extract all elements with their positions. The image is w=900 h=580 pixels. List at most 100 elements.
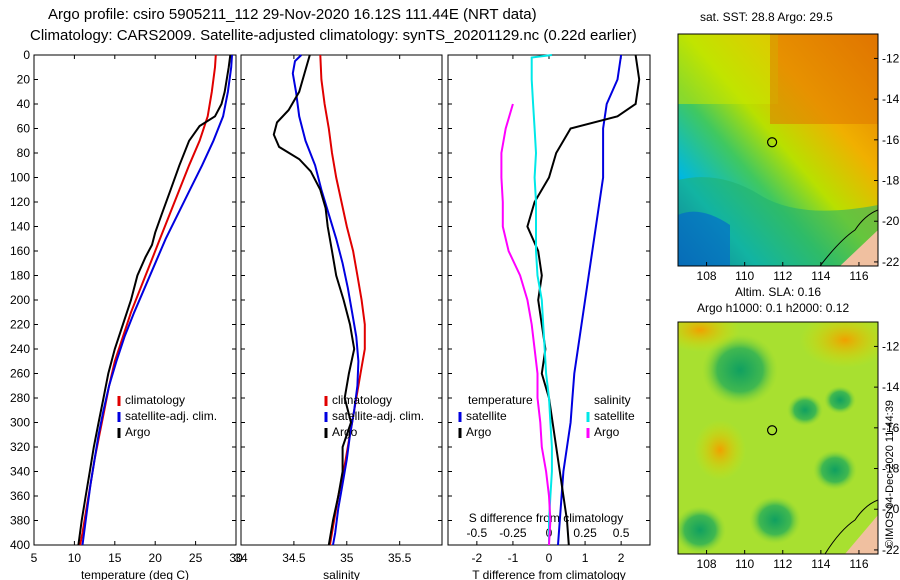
profile-panel-1: 5 10 15 20 25 30 temperature (deg C) 0 20 40 60 80 1…: [10, 48, 243, 580]
sst-map-frame: [677, 33, 879, 267]
map-x-tick-label: 110: [735, 557, 754, 571]
x-tick-label: 35.5: [388, 551, 412, 565]
series-line-climatology: [319, 54, 366, 546]
y-tick-label: 240: [10, 342, 30, 356]
x-axis-label: T difference from climatology: [472, 568, 626, 580]
sst-map-ticks: 108 110 112 114 116 -12 -14 -16 -18 -20 -22: [697, 51, 900, 283]
legend-title-temperature: temperature: [468, 393, 533, 407]
y-tick-label: 300: [10, 416, 30, 430]
x-tick-label: 0: [546, 551, 553, 565]
x-tick-label: 2: [618, 551, 625, 565]
map-panels: sat. SST: 28.8 Argo: 29.5 108 110 112 114 11…: [677, 10, 900, 571]
sst-map-image: [678, 34, 878, 266]
x-tick-label: 34: [234, 551, 248, 565]
x-axis-label: salinity: [323, 568, 360, 580]
map-y-tick-label: -22: [882, 543, 900, 557]
map-x-tick-label: 114: [811, 269, 830, 283]
y-tick-label: 280: [10, 391, 30, 405]
map-x-tick-label: 108: [697, 269, 717, 283]
argo-position-marker: [766, 137, 778, 148]
title-line-1: Argo profile: csiro 5905211_112 29-Nov-2…: [48, 6, 537, 23]
legend-label: climatology: [125, 393, 185, 407]
map-x-tick-label: 110: [735, 269, 754, 283]
top-x-tick-label: -0.25: [499, 526, 527, 540]
imos-credit: ©IMOS 04-Dec-2020 11:44:39: [884, 400, 896, 548]
x-tick-label: 20: [149, 551, 163, 565]
y-tick-label: 160: [10, 244, 30, 258]
map-x-tick-label: 116: [849, 557, 868, 571]
top-x-tick-label: 0.5: [613, 526, 630, 540]
y-tick-label: 360: [10, 489, 30, 503]
legend-label: Argo: [594, 425, 620, 439]
legend-label: satellite-adj. clim.: [332, 409, 424, 423]
y-tick-label: 320: [10, 440, 30, 454]
map-x-tick-label: 112: [773, 557, 792, 571]
map-y-tick-label: -16: [882, 133, 900, 147]
profile-panel-3: -2 -1 0 1 2 T difference from climatology -0.5…: [447, 54, 651, 580]
plot-frame: [447, 54, 651, 546]
x-tick-label: 10: [68, 551, 82, 565]
plot-frame: [240, 54, 443, 546]
x-tick-label: -1: [508, 551, 519, 565]
series-line-climatology: [79, 54, 217, 546]
top-axis-label: S difference from climatology: [469, 511, 624, 525]
x-tick-label: 15: [108, 551, 122, 565]
legend-label: Argo: [125, 425, 151, 439]
x-tick-label: -2: [472, 551, 483, 565]
map-x-tick-label: 108: [697, 557, 717, 571]
series-line-satellite-adj-clim-: [81, 54, 233, 546]
y-tick-label: 60: [17, 122, 31, 136]
x-tick-label: 25: [189, 551, 203, 565]
map-x-tick-label: 112: [773, 269, 792, 283]
x-tick-label: 35: [340, 551, 354, 565]
y-tick-label: 100: [10, 171, 30, 185]
y-tick-label: 80: [17, 146, 31, 160]
x-tick-label: 34.5: [282, 551, 306, 565]
argo-position-marker-sla: [766, 425, 778, 436]
y-tick-label: 20: [17, 73, 31, 87]
top-x-tick-label: 0.25: [573, 526, 597, 540]
y-tick-label: 140: [10, 220, 30, 234]
x-axis-label: temperature (deg C): [81, 568, 189, 580]
y-tick-label: 40: [17, 97, 31, 111]
map-y-tick-label: -14: [882, 380, 900, 394]
y-tick-label: 180: [10, 269, 30, 283]
x-tick-label: 5: [31, 551, 38, 565]
series-line-salinity-satellite: [530, 54, 553, 545]
series-line-argo: [272, 54, 356, 546]
sla-map-image: [678, 322, 878, 554]
legend-title-salinity: salinity: [594, 393, 631, 407]
sla-map-ticks: 108 110 112 114 116 -12 -14 -16 -18 -20 -22: [697, 339, 900, 571]
map-y-tick-label: -20: [882, 214, 900, 228]
map-x-tick-label: 114: [811, 557, 830, 571]
y-tick-label: 340: [10, 465, 30, 479]
legend-label: Argo: [466, 425, 492, 439]
series-line-temperature-argo: [526, 54, 641, 546]
series-line-argo: [77, 54, 232, 546]
series-line-temperature-satellite: [557, 54, 623, 546]
map-y-tick-label: -18: [882, 462, 900, 476]
map-y-tick-label: -18: [882, 174, 900, 188]
y-tick-label: 0: [23, 48, 30, 62]
y-tick-label: 200: [10, 293, 30, 307]
y-tick-label: 220: [10, 318, 30, 332]
map-y-tick-label: -12: [882, 339, 900, 353]
series-line-salinity-argo: [500, 103, 552, 546]
map-y-tick-label: -16: [882, 421, 900, 435]
legend-label: climatology: [332, 393, 392, 407]
y-tick-label: 260: [10, 367, 30, 381]
map-y-tick-label: -20: [882, 502, 900, 516]
map-y-tick-label: -14: [882, 92, 900, 106]
sla-map-frame: [677, 321, 879, 555]
legend-label: satellite: [594, 409, 635, 423]
series-line-satellite-adj-clim-: [291, 54, 360, 546]
map-y-tick-label: -12: [882, 51, 900, 65]
sla-map-subtitle: Argo h1000: 0.1 h2000: 0.12: [697, 301, 849, 315]
map-y-tick-label: -22: [882, 255, 900, 269]
title-line-2: Climatology: CARS2009. Satellite-adjuste…: [30, 27, 637, 44]
x-tick-label: 30: [229, 551, 243, 565]
sst-map-title: sat. SST: 28.8 Argo: 29.5: [700, 10, 833, 24]
map-x-tick-label: 116: [849, 269, 868, 283]
